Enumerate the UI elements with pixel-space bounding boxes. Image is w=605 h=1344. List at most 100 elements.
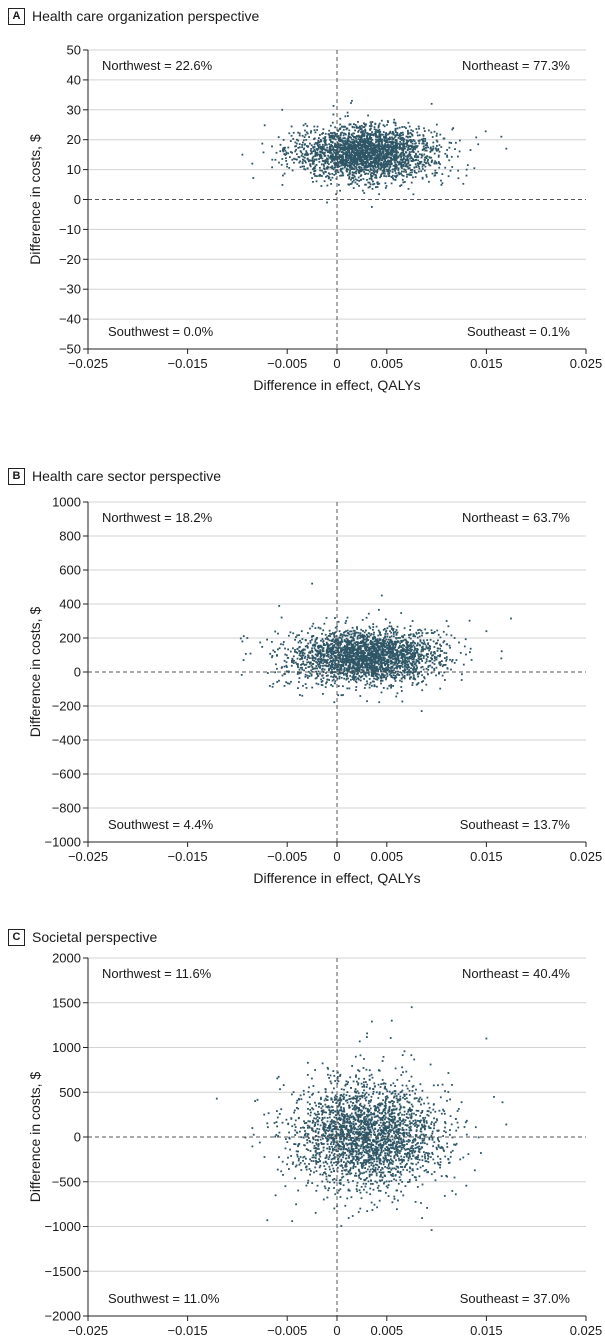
data-point <box>341 657 344 660</box>
data-point <box>351 160 353 163</box>
data-point <box>375 151 377 154</box>
data-point <box>240 674 243 676</box>
data-point <box>337 660 340 662</box>
data-point <box>407 133 409 135</box>
data-point <box>242 659 245 661</box>
data-point <box>411 645 413 648</box>
data-point <box>341 641 344 643</box>
data-point <box>389 160 391 163</box>
data-point <box>368 654 370 657</box>
data-point <box>404 181 406 183</box>
data-point <box>421 168 424 170</box>
data-point <box>411 658 414 661</box>
data-point <box>337 620 340 623</box>
data-point <box>396 663 399 666</box>
data-point <box>410 129 413 132</box>
data-point <box>342 694 344 696</box>
data-point <box>423 161 426 163</box>
data-point <box>350 168 353 170</box>
data-point <box>367 181 370 184</box>
data-point <box>331 650 333 653</box>
data-point <box>290 134 293 137</box>
data-point <box>329 150 332 153</box>
data-point <box>395 149 397 151</box>
data-point <box>332 675 335 678</box>
data-point <box>354 664 357 666</box>
data-point <box>322 167 325 170</box>
data-point <box>407 665 410 668</box>
data-point <box>314 645 317 647</box>
data-point <box>334 617 336 619</box>
data-point <box>322 137 325 140</box>
data-point <box>377 657 380 660</box>
data-point <box>406 646 409 648</box>
data-point <box>406 656 409 659</box>
data-point <box>359 162 361 165</box>
data-point <box>376 186 379 188</box>
data-point <box>378 122 381 125</box>
data-point <box>381 172 383 175</box>
data-point <box>358 651 361 654</box>
data-point <box>332 148 335 151</box>
data-point <box>312 159 314 162</box>
data-point <box>407 652 410 655</box>
data-point <box>381 667 384 669</box>
data-point <box>289 140 292 142</box>
data-point <box>335 169 337 172</box>
data-point <box>391 148 394 150</box>
data-point <box>461 673 463 676</box>
data-point <box>373 662 376 665</box>
data-point <box>373 640 376 643</box>
data-point <box>348 175 351 178</box>
data-point <box>299 652 301 655</box>
data-point <box>430 149 433 152</box>
data-point <box>278 647 281 650</box>
data-point <box>375 644 378 646</box>
data-point <box>342 174 345 177</box>
data-point <box>377 142 380 144</box>
data-point <box>342 164 345 167</box>
data-point <box>304 673 307 676</box>
data-point <box>403 170 405 173</box>
data-point <box>362 148 364 151</box>
data-point <box>293 161 295 164</box>
data-point <box>351 126 354 129</box>
data-point <box>395 653 397 655</box>
data-point <box>393 652 396 655</box>
data-point <box>335 135 338 138</box>
data-point <box>296 673 299 675</box>
data-point <box>364 183 366 186</box>
data-point <box>372 166 374 168</box>
data-point <box>371 667 374 669</box>
data-point <box>349 155 351 157</box>
data-point <box>286 682 289 685</box>
data-point <box>312 146 315 149</box>
data-point <box>345 648 347 650</box>
data-point <box>406 142 408 145</box>
data-point <box>378 663 380 666</box>
data-point <box>412 147 415 150</box>
data-point <box>388 643 390 646</box>
data-point <box>389 138 391 140</box>
data-point <box>333 682 336 685</box>
data-point <box>380 682 382 685</box>
data-point <box>355 166 358 169</box>
data-point <box>374 130 377 133</box>
data-point <box>343 163 346 166</box>
data-point <box>341 150 344 153</box>
data-point <box>469 651 471 654</box>
data-point <box>430 652 432 655</box>
data-point <box>409 157 411 160</box>
data-point <box>424 165 427 168</box>
data-point <box>395 140 398 143</box>
data-point <box>341 125 344 128</box>
data-point <box>389 653 392 656</box>
data-point <box>367 139 369 142</box>
data-point <box>386 153 389 156</box>
data-point <box>315 682 318 685</box>
data-point <box>353 152 355 155</box>
data-point <box>409 148 411 151</box>
data-point <box>397 155 400 158</box>
data-point <box>365 656 368 659</box>
data-point <box>444 679 446 681</box>
